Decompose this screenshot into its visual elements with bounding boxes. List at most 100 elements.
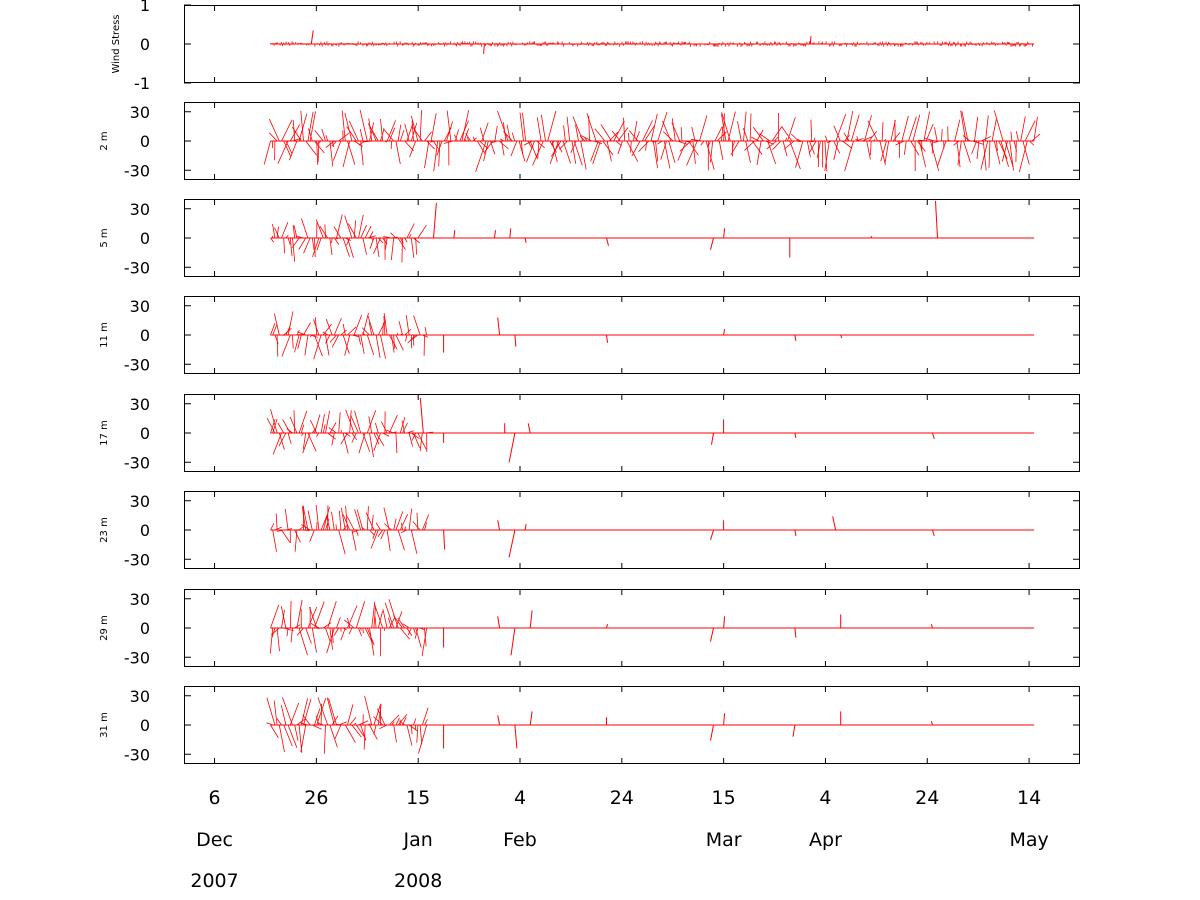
stick bbox=[816, 140, 821, 159]
stick bbox=[413, 237, 420, 244]
stick bbox=[406, 223, 415, 239]
panel-ylabel: Wind Stress bbox=[111, 14, 122, 73]
stick bbox=[342, 334, 350, 354]
y-tick-label: 0 bbox=[140, 229, 150, 248]
stick bbox=[358, 627, 362, 637]
stick bbox=[750, 136, 760, 142]
stick bbox=[344, 334, 351, 356]
stick bbox=[269, 627, 274, 654]
stick bbox=[373, 724, 377, 735]
stick bbox=[781, 126, 793, 142]
stick bbox=[1031, 133, 1041, 142]
stick bbox=[365, 512, 375, 531]
stick bbox=[972, 140, 984, 145]
stick bbox=[375, 334, 381, 358]
stick bbox=[826, 140, 832, 143]
stick bbox=[415, 237, 417, 255]
stick bbox=[575, 124, 579, 142]
stick bbox=[350, 415, 359, 434]
panel-ylabel: 17 m bbox=[99, 420, 110, 446]
stick bbox=[976, 140, 980, 160]
stick bbox=[630, 140, 632, 153]
stick bbox=[413, 315, 421, 336]
stick bbox=[362, 627, 364, 634]
stick bbox=[263, 140, 271, 165]
stick bbox=[313, 334, 322, 360]
stick bbox=[824, 135, 828, 142]
y-tick-label: -1 bbox=[134, 74, 150, 93]
stick bbox=[461, 110, 470, 142]
stick bbox=[700, 140, 705, 146]
stick bbox=[790, 133, 799, 142]
stick bbox=[382, 432, 390, 437]
stick bbox=[310, 622, 320, 629]
stick bbox=[710, 529, 714, 540]
x-day-label: 15 bbox=[712, 787, 736, 809]
stick bbox=[751, 140, 763, 155]
y-tick-label: 0 bbox=[140, 424, 150, 443]
stick bbox=[388, 334, 398, 350]
stick bbox=[971, 140, 978, 155]
panel-ylabel: 5 m bbox=[99, 228, 110, 247]
stick bbox=[606, 334, 608, 343]
stick bbox=[523, 140, 533, 146]
stick bbox=[300, 722, 309, 726]
stick bbox=[368, 416, 373, 434]
stick bbox=[870, 140, 872, 156]
y-tick-label: -30 bbox=[124, 355, 150, 374]
stick bbox=[919, 140, 927, 168]
stick bbox=[508, 432, 516, 463]
stick bbox=[342, 514, 351, 531]
stick bbox=[419, 724, 423, 745]
stick bbox=[411, 125, 423, 142]
stick bbox=[491, 140, 498, 144]
stick bbox=[390, 237, 395, 261]
stick bbox=[294, 334, 303, 336]
y-tick-label: 30 bbox=[130, 297, 150, 316]
stick bbox=[367, 315, 375, 336]
stick bbox=[298, 627, 308, 656]
stick bbox=[393, 334, 395, 349]
stick bbox=[353, 314, 362, 336]
stick bbox=[323, 724, 326, 754]
stick bbox=[824, 140, 830, 172]
stick bbox=[580, 135, 592, 142]
stick bbox=[833, 125, 841, 142]
stick bbox=[326, 627, 335, 654]
stick bbox=[465, 132, 472, 142]
stick bbox=[1033, 116, 1038, 142]
stick bbox=[316, 237, 322, 251]
stick bbox=[1029, 140, 1035, 146]
stick bbox=[623, 117, 626, 142]
stick bbox=[756, 140, 762, 166]
stick bbox=[408, 508, 413, 531]
stick bbox=[302, 432, 311, 454]
y-tick-label: 30 bbox=[130, 492, 150, 511]
stick bbox=[340, 329, 347, 336]
stick bbox=[334, 724, 342, 740]
stick bbox=[329, 724, 338, 748]
stick bbox=[424, 719, 428, 726]
stick bbox=[864, 115, 872, 142]
stick bbox=[317, 140, 320, 163]
stick bbox=[985, 115, 989, 142]
stick bbox=[846, 111, 854, 142]
stick bbox=[453, 134, 458, 142]
stick bbox=[317, 627, 322, 629]
stick bbox=[707, 140, 711, 148]
stick bbox=[408, 432, 413, 447]
stick bbox=[298, 113, 308, 142]
stick bbox=[410, 724, 413, 735]
stick bbox=[686, 140, 698, 166]
stick bbox=[759, 133, 771, 142]
stick bbox=[413, 627, 416, 634]
stick bbox=[391, 721, 395, 726]
stick bbox=[269, 132, 278, 142]
stick bbox=[363, 724, 366, 750]
stick bbox=[657, 140, 663, 145]
y-tick-label: 30 bbox=[130, 590, 150, 609]
stick bbox=[289, 124, 301, 142]
stick bbox=[963, 140, 971, 163]
stick bbox=[418, 724, 428, 754]
stick bbox=[336, 724, 344, 726]
